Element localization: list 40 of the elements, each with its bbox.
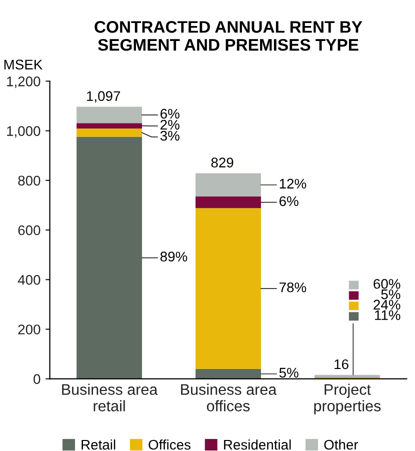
- annotation: 60%: [374, 278, 400, 289]
- annotation: 78%: [280, 282, 306, 292]
- annotation: 2%: [160, 120, 180, 130]
- legend-label: Other: [324, 439, 358, 450]
- annotation: 12%: [280, 178, 306, 189]
- bar: [76, 123, 142, 129]
- bar: [196, 368, 261, 379]
- y-tick-label: 1,200: [7, 76, 40, 88]
- annotation: 5%: [381, 289, 400, 300]
- total-label: 829: [211, 158, 234, 168]
- bar: [196, 208, 261, 369]
- legend-label: Retail: [82, 439, 116, 450]
- bar: [196, 196, 261, 208]
- y-axis-title: MSEK: [4, 60, 43, 70]
- annotation: 6%: [160, 108, 180, 119]
- bar: [76, 128, 142, 137]
- bar: [196, 173, 261, 197]
- annotation: 24%: [374, 300, 400, 310]
- bar: [76, 136, 142, 379]
- bar: [314, 374, 380, 378]
- y-tick-label: 0: [34, 374, 40, 384]
- annotation: 6%: [280, 196, 298, 206]
- total-label: 16: [334, 359, 348, 370]
- total-label: 1,097: [87, 91, 120, 103]
- bar: [76, 106, 142, 124]
- annotation: 11%: [375, 310, 400, 320]
- annotation: 3%: [160, 130, 180, 141]
- chart-title: CONTRACTED ANNUAL RENT BY SEGMENT AND PREMISES TYPE: [94, 21, 362, 51]
- y-tick-label: 600: [18, 225, 40, 236]
- annotation: 5%: [279, 368, 298, 378]
- y-tick-label: 1,000: [7, 126, 40, 138]
- legend-label: Offices: [148, 439, 190, 450]
- x-tick-label: Business area offices: [181, 384, 277, 412]
- y-tick-label: 200: [18, 324, 40, 334]
- x-tick-label: Business area retail: [62, 384, 158, 412]
- legend-label: Residential: [224, 439, 291, 450]
- y-tick-label: 800: [18, 176, 40, 186]
- y-tick-label: 400: [18, 274, 40, 285]
- x-tick-label: Project properties: [314, 384, 381, 414]
- annotation: 89%: [160, 252, 188, 262]
